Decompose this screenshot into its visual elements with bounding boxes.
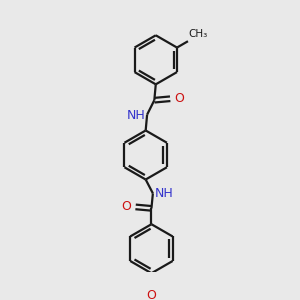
Text: NH: NH xyxy=(127,109,146,122)
Text: O: O xyxy=(175,92,184,105)
Text: CH₃: CH₃ xyxy=(188,29,208,39)
Text: O: O xyxy=(122,200,131,213)
Text: NH: NH xyxy=(155,187,174,200)
Text: O: O xyxy=(146,289,156,300)
